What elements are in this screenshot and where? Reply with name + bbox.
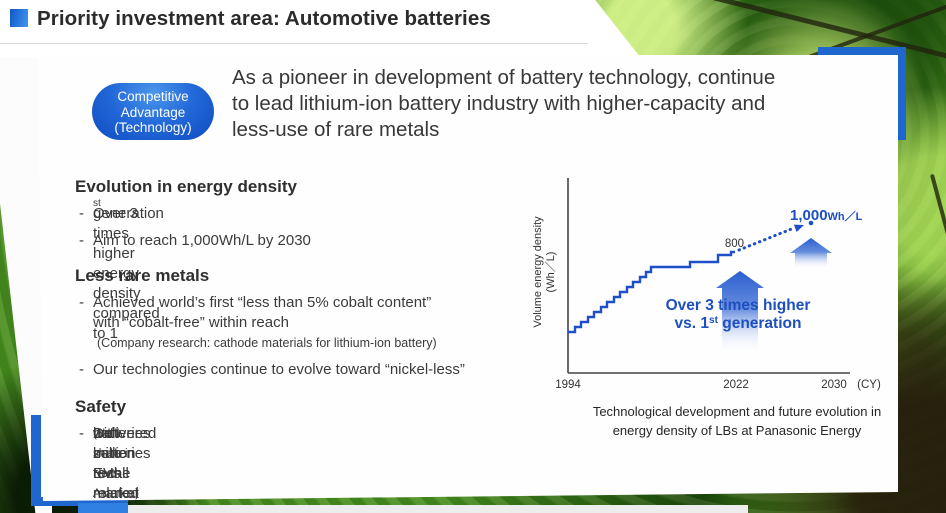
- title-band-divider: [0, 43, 588, 44]
- bullet-text: Achieved world’s first “less than 5% cob…: [93, 293, 431, 333]
- y-axis-label-line2: (Wh／L): [544, 252, 557, 293]
- bullet-dash: -: [79, 361, 84, 378]
- intro-line: to lead lithium-ion battery industry wit…: [232, 92, 766, 115]
- competitive-advantage-badge: Competitive Advantage (Technology): [92, 83, 214, 140]
- bullet-text-part: 2 million EVs: [93, 425, 136, 482]
- energy-density-chart: Volume energy density (Wh／L) 1994 2022 2…: [528, 172, 896, 402]
- target-unit: Wh／L: [828, 210, 863, 223]
- card-accent-top-right-horizontal: [818, 47, 906, 55]
- title-bullet-icon: [10, 9, 28, 27]
- bullet-dash: -: [79, 205, 84, 222]
- bullet-text-part: batteries: [93, 425, 151, 442]
- bullet-text: Our technologies continue to evolve towa…: [93, 361, 465, 378]
- card-accent-bottom-left-horizontal: [31, 497, 128, 506]
- data-label-800: 800: [725, 238, 744, 250]
- badge-line: Competitive: [117, 89, 189, 104]
- bullet-metals-1: - Achieved world’s first “less than 5% c…: [79, 293, 431, 333]
- bullet-energy-2: - Aim to reach 1,000Wh/L by 2030: [79, 231, 311, 251]
- x-axis-unit: (CY): [857, 379, 881, 391]
- badge-line: (Technology): [114, 120, 192, 135]
- section-heading-safety: Safety: [75, 397, 127, 416]
- chart-caption: Technological development and future evo…: [527, 402, 898, 440]
- annotation-part: vs. 1: [675, 315, 710, 332]
- card-accent-top-right-vertical: [898, 55, 906, 140]
- bullet-text-part: Delivered batteries to the market equiva…: [93, 425, 157, 502]
- projection-end-dot: [808, 220, 814, 226]
- chart-caption-line: Technological development and future evo…: [592, 404, 882, 419]
- bullet-energy-1: - Over 3 times higher energy density com…: [79, 198, 164, 343]
- small-up-arrow: [790, 238, 832, 269]
- bullet-text-part: generation: [93, 205, 164, 222]
- bullet-text-small: (No.1 share in North America): [93, 428, 140, 500]
- chart-caption-line: energy density of LBs at Panasonic Energ…: [612, 423, 862, 438]
- title-band: Priority investment area: Automotive bat…: [0, 0, 640, 57]
- section-heading-less-rare-metals: Less rare metals: [75, 266, 210, 285]
- branch-decoration: [929, 173, 946, 311]
- bottom-gray-strip: [100, 505, 748, 513]
- badge-line: Advantage: [120, 104, 186, 120]
- bottom-blue-strip: [78, 503, 128, 513]
- bullet-dash: -: [79, 425, 84, 442]
- y-axis-label-line1: Volume energy density: [532, 216, 544, 328]
- intro-statement: As a pioneer in development of battery t…: [232, 65, 898, 143]
- intro-line: less-use of rare metals: [232, 118, 440, 141]
- x-tick-2022: 2022: [723, 379, 749, 391]
- section-heading-energy-density: Evolution in energy density: [75, 177, 297, 196]
- bullet-text-part: Over 3 times higher energy density compa…: [93, 205, 160, 342]
- annotation-superscript: st: [709, 315, 719, 326]
- big-up-arrow: [716, 271, 764, 354]
- x-tick-2030: 2030: [821, 379, 847, 391]
- content-card: Competitive Advantage (Technology) As a …: [38, 55, 898, 501]
- target-value: 1,000: [790, 207, 828, 224]
- bullet-text-part: with zero recall related to: [93, 425, 139, 502]
- annotation-part: generation: [718, 315, 802, 332]
- energy-density-step-line: [568, 250, 735, 334]
- page-title: Priority investment area: Automotive bat…: [37, 7, 491, 30]
- intro-line: As a pioneer in development of battery t…: [232, 66, 776, 89]
- bullet-dash: -: [79, 232, 84, 249]
- projection-dotted-line: [737, 226, 796, 252]
- x-tick-1994: 1994: [555, 379, 581, 391]
- bullet-dash: -: [79, 294, 84, 311]
- data-label-target: 1,000 Wh／L: [790, 207, 863, 224]
- company-research-note: (Company research: cathode materials for…: [97, 336, 437, 350]
- card-accent-bottom-left-vertical: [31, 415, 41, 506]
- annotation-line1: Over 3 times higher: [666, 297, 811, 314]
- bullet-text-line: Achieved world’s first “less than 5% cob…: [93, 294, 432, 311]
- chart-svg: Volume energy density (Wh／L) 1994 2022 2…: [532, 178, 881, 391]
- bullet-text: Aim to reach 1,000Wh/L by 2030: [93, 232, 311, 249]
- projection-arrowhead-icon: [793, 224, 804, 232]
- bullet-safety-1: - Delivered batteries to the market equi…: [79, 424, 156, 501]
- bullet-text-line: with “cobalt-free” within reach: [93, 314, 289, 331]
- bullet-metals-2: - Our technologies continue to evolve to…: [79, 360, 465, 380]
